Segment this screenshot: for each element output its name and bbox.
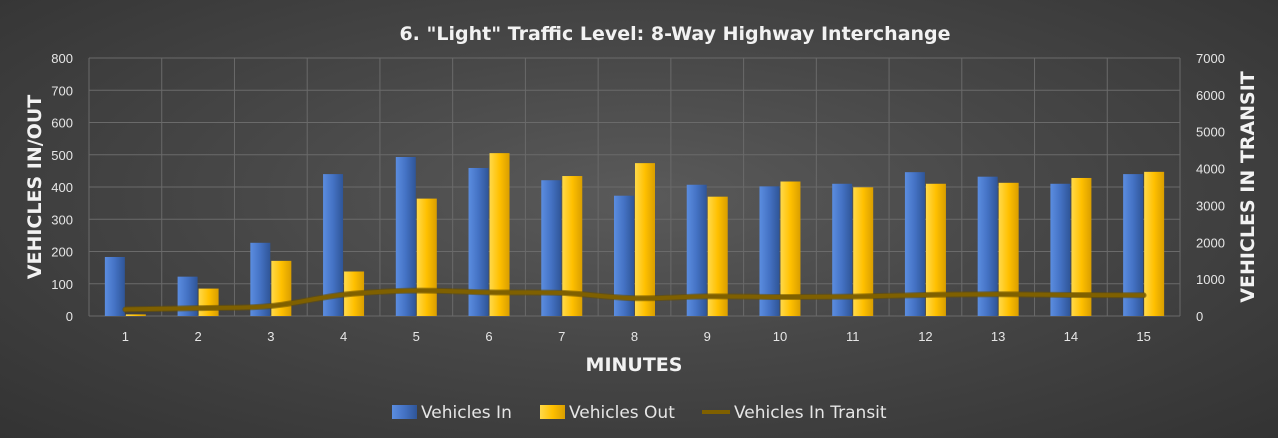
y-tick-label: 600	[51, 116, 73, 131]
legend-swatch-vehicles-in	[392, 405, 417, 419]
y2-tick-label: 6000	[1196, 88, 1225, 103]
bar-vehicles-in	[686, 184, 707, 316]
bar-vehicles-out	[1144, 171, 1165, 316]
y-tick-label: 0	[66, 309, 73, 324]
right-axis-ticks: 0 1000 2000 3000 4000 5000 6000 7000	[1196, 51, 1225, 324]
x-tick-label: 11	[846, 329, 860, 344]
bar-vehicles-in	[104, 256, 125, 316]
bar-vehicles-in	[1050, 183, 1071, 316]
bar-vehicles-in	[468, 167, 489, 316]
bar-vehicles-out	[562, 176, 583, 316]
bar-vehicles-out	[1071, 177, 1092, 316]
y2-tick-label: 3000	[1196, 198, 1225, 213]
bars	[104, 153, 1165, 316]
x-tick-label: 7	[558, 329, 565, 344]
x-tick-label: 14	[1064, 329, 1078, 344]
chart-title: 6. "Light" Traffic Level: 8-Way Highway …	[399, 23, 950, 45]
x-axis-title: MINUTES	[586, 354, 683, 376]
bar-vehicles-in	[541, 180, 562, 316]
y-tick-label: 200	[51, 245, 73, 260]
bar-vehicles-in	[832, 183, 853, 316]
y2-axis-title: VEHICLES IN TRANSIT	[1237, 71, 1259, 303]
legend-label-vehicles-in: Vehicles In	[421, 403, 512, 423]
bar-vehicles-out	[198, 288, 219, 316]
y2-tick-label: 7000	[1196, 51, 1225, 66]
y-axis-title: VEHICLES IN/OUT	[24, 95, 46, 279]
legend-swatch-vehicles-out	[540, 405, 565, 419]
transit-line-layer	[122, 287, 1147, 313]
bar-vehicles-out	[707, 196, 728, 316]
bar-vehicles-out	[780, 181, 801, 316]
y2-tick-label: 5000	[1196, 125, 1225, 140]
bar-vehicles-out	[998, 182, 1019, 316]
x-tick-label: 6	[485, 329, 492, 344]
x-tick-label: 13	[991, 329, 1005, 344]
legend-label-vehicles-out: Vehicles Out	[569, 403, 675, 423]
x-tick-label: 2	[194, 329, 201, 344]
y-tick-label: 300	[51, 212, 73, 227]
x-tick-label: 3	[267, 329, 274, 344]
x-tick-label: 9	[704, 329, 711, 344]
x-tick-label: 5	[413, 329, 420, 344]
y2-tick-label: 4000	[1196, 162, 1225, 177]
x-tick-label: 1	[122, 329, 129, 344]
bar-vehicles-in	[323, 174, 344, 316]
x-axis-ticks: 1 2 3 4 5 6 7 8 9 10 11 12 13 14 15	[122, 329, 1151, 344]
bar-vehicles-in	[1123, 174, 1144, 316]
bar-vehicles-in	[759, 186, 780, 316]
y2-tick-label: 2000	[1196, 235, 1225, 250]
x-tick-label: 12	[918, 329, 932, 344]
y-tick-label: 400	[51, 180, 73, 195]
bar-vehicles-out	[853, 187, 874, 316]
y-tick-label: 500	[51, 148, 73, 163]
bar-vehicles-in	[977, 176, 998, 316]
x-tick-label: 10	[773, 329, 787, 344]
gridlines	[88, 57, 1181, 317]
y-tick-label: 100	[51, 277, 73, 292]
left-axis-ticks: 0 100 200 300 400 500 600 700 800	[51, 51, 73, 324]
x-tick-label: 4	[340, 329, 347, 344]
bar-vehicles-in	[904, 172, 925, 316]
bar-vehicles-out	[125, 314, 146, 316]
bar-vehicles-out	[489, 153, 510, 316]
legend: Vehicles In Vehicles Out Vehicles In Tra…	[392, 403, 887, 423]
bar-vehicles-in	[614, 195, 634, 316]
legend-label-vehicles-in-transit: Vehicles In Transit	[734, 403, 887, 423]
bar-vehicles-in	[250, 242, 271, 316]
bar-vehicles-out	[635, 163, 655, 316]
y-tick-label: 700	[51, 83, 73, 98]
x-tick-label: 15	[1136, 329, 1150, 344]
y-tick-label: 800	[51, 51, 73, 66]
bar-vehicles-out	[925, 183, 946, 316]
bar-vehicles-in	[395, 157, 416, 316]
bar-vehicles-out	[416, 198, 437, 316]
y2-tick-label: 1000	[1196, 272, 1225, 287]
y2-tick-label: 0	[1196, 309, 1203, 324]
x-tick-label: 8	[631, 329, 638, 344]
